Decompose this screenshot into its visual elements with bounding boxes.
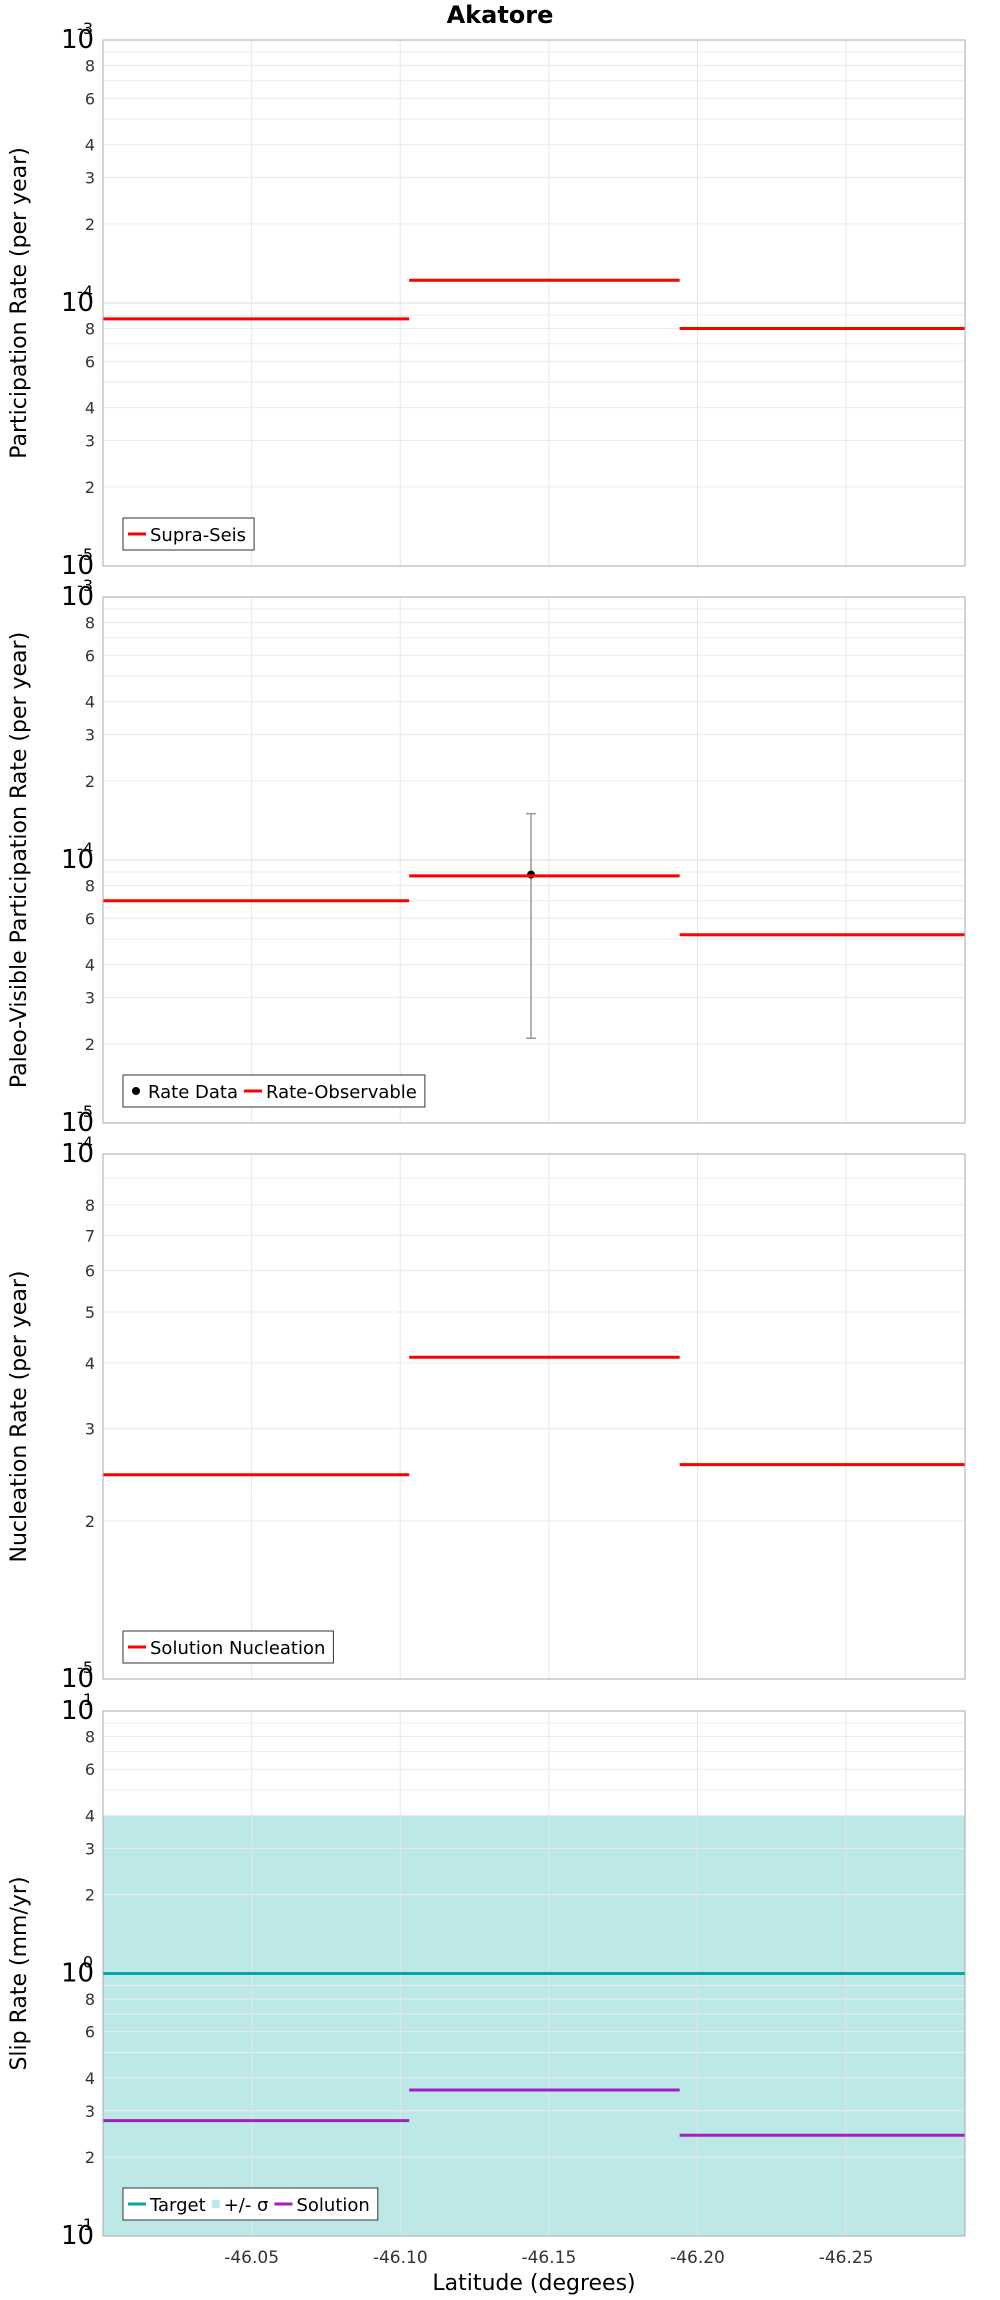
x-tick-label: -46.20 (670, 2248, 725, 2268)
y-decade-exponent: -4 (77, 1133, 93, 1152)
y-tick-label: 8 (85, 56, 95, 75)
y-decade-label: 10 (61, 1108, 94, 1138)
y-axis-label: Paleo-Visible Participation Rate (per ye… (7, 632, 32, 1088)
x-tick-label: -46.10 (373, 2248, 428, 2268)
legend-box (122, 1630, 334, 1664)
y-tick-label: 8 (85, 319, 95, 338)
y-tick-label: 8 (85, 1990, 95, 2009)
y-decade-label: 10 (61, 845, 94, 875)
y-tick-label: 8 (85, 1196, 95, 1215)
y-tick-label: 6 (85, 1261, 95, 1280)
x-tick-label: -46.05 (224, 2248, 279, 2268)
y-decade-label: 10 (61, 2221, 94, 2251)
x-tick-label: -46.25 (819, 2248, 874, 2268)
y-decade-exponent: -1 (77, 2215, 93, 2234)
y-tick-label: 2 (85, 772, 95, 791)
y-decade-exponent: -5 (77, 1658, 93, 1677)
y-tick-label: 4 (85, 693, 95, 712)
y-decade-label: 10 (61, 551, 94, 581)
y-decade-label: 10 (61, 25, 94, 55)
plot-frame (102, 39, 966, 567)
y-tick-label: 4 (85, 1806, 95, 1825)
y-tick-label: 3 (85, 169, 95, 188)
panel-1: 234682346810-510-410-3Supra-SeisParticip… (7, 19, 966, 581)
y-tick-label: 3 (85, 432, 95, 451)
y-decade-exponent: -4 (77, 282, 93, 301)
legend-label: Supra-Seis (150, 525, 246, 546)
y-decade-exponent: -4 (77, 839, 93, 858)
y-decade-exponent: -5 (77, 1102, 93, 1121)
sigma-band (103, 1815, 965, 2236)
legend-swatch (132, 1087, 140, 1095)
legend-label: Target (149, 2195, 206, 2216)
y-tick-label: 6 (85, 646, 95, 665)
legend: Solution Nucleation (122, 1630, 334, 1664)
y-tick-label: 2 (85, 1512, 95, 1531)
y-tick-label: 3 (85, 989, 95, 1008)
y-tick-label: 6 (85, 2023, 95, 2042)
y-decade-exponent: 0 (83, 1953, 93, 1972)
legend-box (122, 1074, 426, 1108)
y-decade-label: 10 (61, 1959, 94, 1989)
y-decade-label: 10 (61, 582, 94, 612)
legend-box (122, 2187, 379, 2221)
y-tick-label: 4 (85, 2069, 95, 2088)
chart-title: Akatore (447, 1, 554, 29)
legend-label: Rate-Observable (266, 1082, 417, 1103)
y-decade-exponent: 1 (83, 1690, 93, 1709)
y-axis-label: Participation Rate (per year) (7, 147, 32, 459)
legend: Target +/- σ Solution (122, 2187, 379, 2221)
legend-label: Solution Nucleation (150, 1638, 325, 1659)
y-axis-label: Nucleation Rate (per year) (7, 1271, 32, 1563)
y-decade-label: 10 (61, 1139, 94, 1169)
plot-frame (102, 1153, 966, 1680)
y-decade-exponent: -3 (77, 19, 93, 38)
y-tick-label: 6 (85, 909, 95, 928)
legend-label: Solution (296, 2195, 369, 2216)
y-tick-label: 3 (85, 1839, 95, 1858)
y-decade-label: 10 (61, 288, 94, 318)
y-tick-label: 6 (85, 89, 95, 108)
y-tick-label: 4 (85, 956, 95, 975)
y-tick-label: 5 (85, 1303, 95, 1322)
plot-frame (102, 596, 966, 1124)
plot-area (103, 1154, 965, 1679)
y-tick-label: 2 (85, 215, 95, 234)
y-tick-label: 3 (85, 1420, 95, 1439)
y-tick-label: 6 (85, 352, 95, 371)
y-tick-label: 4 (85, 136, 95, 155)
legend-label: +/- σ (224, 2195, 269, 2216)
y-axis-label: Slip Rate (mm/yr) (7, 1876, 32, 2070)
y-tick-label: 2 (85, 1885, 95, 1904)
y-decade-exponent: -3 (77, 576, 93, 595)
y-tick-label: 8 (85, 876, 95, 895)
legend-label: Rate Data (148, 1082, 238, 1103)
legend-swatch (211, 2200, 220, 2208)
y-decade-label: 10 (61, 1664, 94, 1694)
y-tick-label: 3 (85, 2102, 95, 2121)
y-tick-label: 2 (85, 2148, 95, 2167)
y-tick-label: 8 (85, 1727, 95, 1746)
y-tick-label: 3 (85, 726, 95, 745)
y-tick-label: 4 (85, 1354, 95, 1373)
legend: Supra-Seis (122, 517, 255, 551)
y-tick-label: 6 (85, 1760, 95, 1779)
plot-frame (102, 1710, 966, 2237)
y-tick-label: 2 (85, 478, 95, 497)
y-decade-exponent: -5 (77, 545, 93, 564)
y-tick-label: 4 (85, 399, 95, 418)
y-tick-label: 7 (85, 1226, 95, 1245)
y-decade-label: 10 (61, 1696, 94, 1726)
legend: Rate Data Rate-Observable (122, 1074, 426, 1108)
y-tick-label: 8 (85, 613, 95, 632)
x-axis-label: Latitude (degrees) (432, 2271, 635, 2296)
x-tick-label: -46.15 (521, 2248, 576, 2268)
y-tick-label: 2 (85, 1035, 95, 1054)
